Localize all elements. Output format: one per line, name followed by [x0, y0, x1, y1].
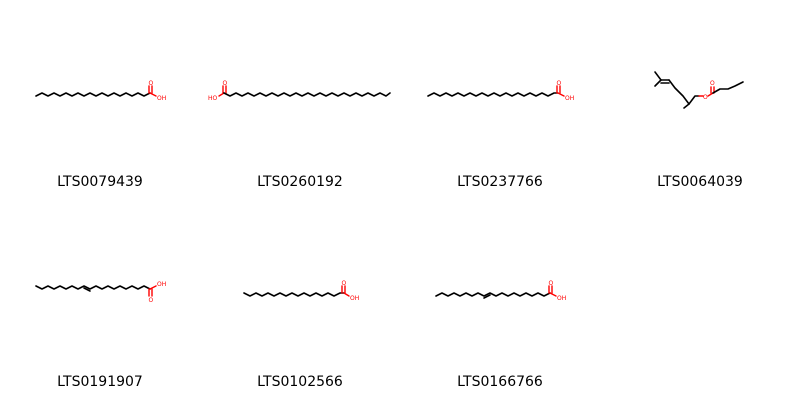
hydroxyl-bond: [557, 92, 565, 97]
oxygen-atom: O: [557, 80, 562, 87]
double-bond: [83, 287, 91, 292]
methyl-bond: [654, 71, 662, 81]
compound-id-label: LTS0079439: [57, 174, 143, 190]
ester-bond: [707, 92, 714, 97]
carbon-chain: [223, 92, 391, 97]
molecule-cell: O OH LTS0237766: [400, 0, 600, 200]
hydroxyl-bond: [549, 292, 557, 297]
structure-drawing: HO O: [208, 80, 391, 102]
compound-id-label: LTS0166766: [457, 374, 543, 390]
hydroxyl-atom: HO: [208, 95, 218, 102]
hydroxyl-atom: OH: [157, 95, 166, 102]
oxygen-atom: O: [549, 280, 554, 287]
oxygen-atom: O: [710, 80, 715, 87]
structure-drawing: OH O: [35, 281, 166, 304]
molecule-cell: O OH LTS0079439: [0, 0, 200, 200]
hydroxyl-atom: OH: [565, 95, 574, 102]
hydroxyl-atom: OH: [350, 295, 359, 302]
molecule-cell: HO O LTS0260192: [200, 0, 400, 200]
hydroxyl-bond: [149, 92, 157, 97]
oxygen-atom: O: [149, 80, 154, 87]
carbon-chain: [35, 92, 151, 97]
molecule-cell: O OH LTS0166766: [400, 200, 600, 400]
structure-drawing: O OH: [243, 280, 359, 302]
structure-drawing: O OH: [35, 80, 166, 102]
methyl-bond: [654, 79, 662, 87]
carbon-chain: [435, 292, 551, 297]
molecule-cell: O O LTS0064039: [600, 0, 800, 200]
compound-id-label: LTS0064039: [657, 174, 743, 190]
oxygen-atom: O: [703, 94, 708, 101]
hydroxyl-bond: [343, 292, 350, 297]
carbon-chain: [35, 285, 151, 290]
carbon-chain: [712, 81, 744, 94]
compound-id-label: LTS0237766: [457, 174, 543, 190]
structure-drawing: O O: [654, 71, 744, 109]
compound-id-label: LTS0260192: [257, 174, 343, 190]
compound-id-label: LTS0191907: [57, 374, 143, 390]
methyl-bond: [683, 103, 690, 109]
structure-drawing: O OH: [427, 80, 574, 102]
carbon-chain: [427, 92, 559, 97]
hydroxyl-atom: OH: [157, 281, 166, 288]
hydroxyl-bond: [149, 285, 157, 290]
oxygen-atom: O: [342, 280, 347, 287]
carbon-chain: [668, 79, 700, 105]
oxygen-atom: O: [223, 80, 228, 87]
hydroxyl-atom: OH: [557, 295, 566, 302]
molecule-cell: O OH LTS0102566: [200, 200, 400, 400]
double-bond: [483, 294, 491, 299]
molecule-cell: OH O LTS0191907: [0, 200, 200, 400]
oxygen-atom: O: [149, 297, 154, 304]
compound-id-label: LTS0102566: [257, 374, 343, 390]
carbon-chain: [243, 292, 345, 297]
structure-drawing: O OH: [435, 280, 566, 302]
